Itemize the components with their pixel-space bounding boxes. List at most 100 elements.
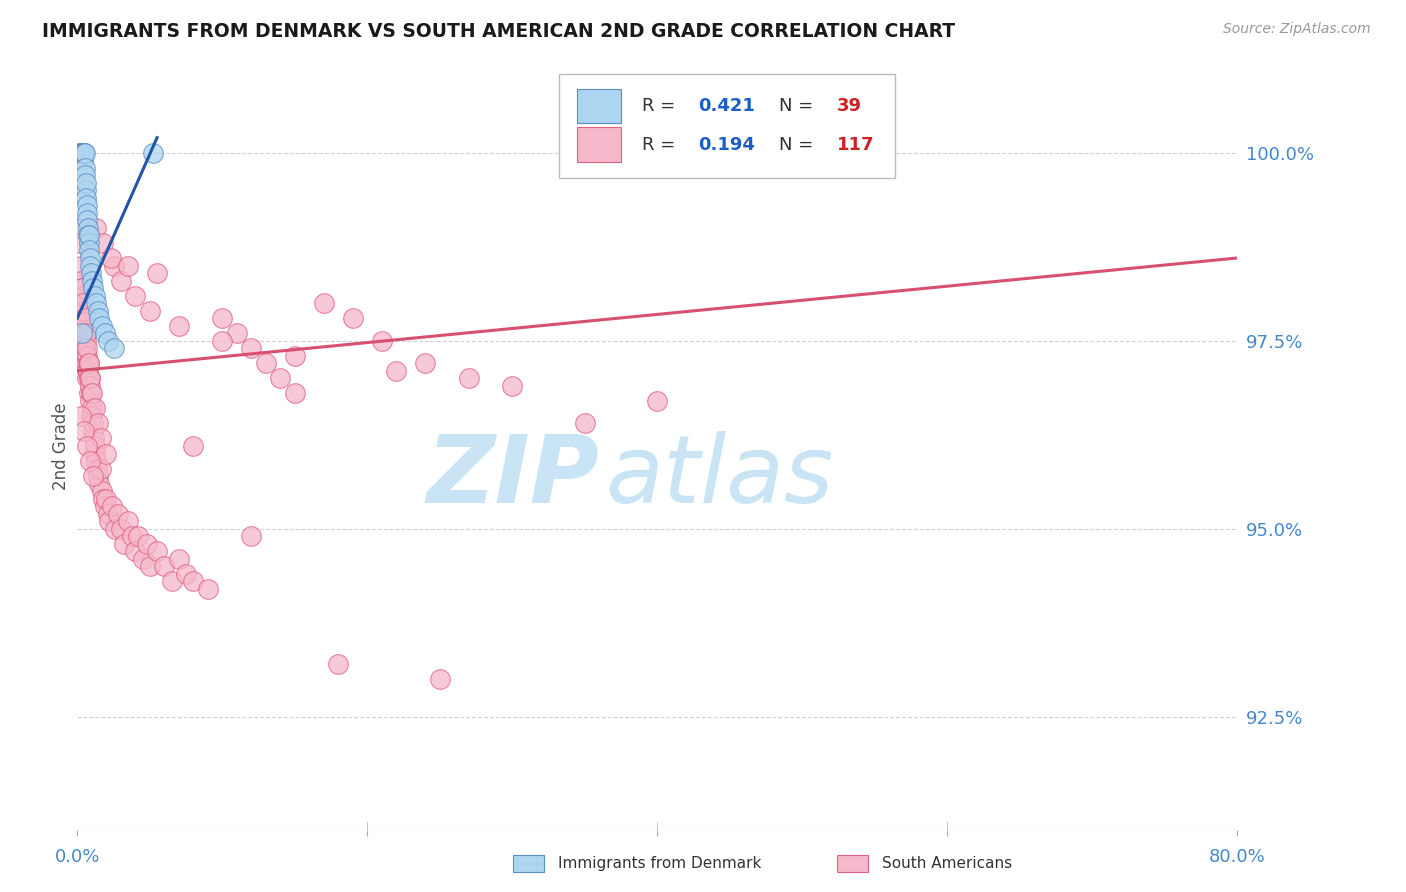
Point (76, 206, 98, 220)
Point (79, 379, 101, 393)
FancyBboxPatch shape (578, 128, 621, 161)
Point (69, 220, 91, 235)
Point (70, 281, 93, 295)
Point (75, 349, 97, 363)
Point (101, 499, 124, 513)
Point (75, 356, 97, 370)
Point (174, 566, 197, 581)
Point (77, 244, 100, 258)
Point (77, 364, 100, 378)
Point (93, 235, 115, 250)
Text: ZIP: ZIP (426, 431, 599, 523)
Point (79, 409, 101, 423)
Point (124, 288, 146, 302)
Point (77, 228, 100, 243)
Text: 0.194: 0.194 (697, 136, 755, 153)
Point (87, 311, 110, 326)
Point (457, 371, 479, 385)
Text: 39: 39 (837, 97, 862, 115)
Point (79, 371, 101, 385)
Point (90, 432, 111, 446)
Point (72, 145, 94, 160)
Point (647, 393, 669, 408)
Point (77, 228, 100, 243)
Point (79, 454, 101, 468)
Point (131, 551, 153, 566)
Text: Immigrants from Denmark: Immigrants from Denmark (558, 856, 762, 871)
Point (269, 371, 291, 385)
Point (312, 296, 335, 310)
Point (197, 582, 219, 596)
Point (75, 183, 97, 197)
Point (240, 341, 263, 355)
Point (103, 341, 125, 355)
Point (84, 296, 107, 310)
Point (70, 145, 93, 160)
Point (76, 439, 98, 453)
Point (73, 145, 96, 160)
Point (72, 318, 94, 333)
Point (84, 439, 107, 453)
Point (79, 259, 101, 273)
Y-axis label: 2nd Grade: 2nd Grade (52, 402, 70, 490)
Point (104, 522, 127, 536)
Point (76, 371, 98, 385)
Point (328, 657, 350, 672)
Point (79, 393, 101, 408)
Point (73, 424, 96, 438)
Point (98, 514, 121, 528)
Point (76, 220, 98, 235)
Point (121, 529, 143, 543)
Point (80, 386, 103, 401)
Point (84, 454, 107, 468)
Point (70, 281, 93, 295)
Text: R =: R = (643, 97, 682, 115)
Point (135, 537, 157, 551)
Point (69, 145, 91, 160)
Point (76, 198, 98, 212)
Point (284, 386, 307, 401)
Point (225, 326, 247, 341)
Point (146, 266, 169, 280)
Point (77, 386, 100, 401)
Point (371, 334, 394, 348)
Point (76, 213, 98, 227)
Point (167, 318, 190, 333)
Point (70, 326, 93, 341)
Point (75, 191, 97, 205)
Point (76, 341, 98, 355)
Point (110, 274, 132, 288)
Point (342, 311, 364, 326)
Point (124, 544, 146, 558)
Point (284, 349, 307, 363)
Point (69, 259, 91, 273)
Point (501, 379, 523, 393)
Point (77, 235, 100, 250)
Point (84, 220, 107, 235)
Point (91, 484, 114, 499)
Point (97, 507, 120, 521)
Point (76, 364, 98, 378)
Point (112, 537, 135, 551)
Point (139, 559, 162, 574)
Point (86, 469, 108, 483)
Text: 0.421: 0.421 (697, 97, 755, 115)
Point (142, 145, 165, 160)
Point (574, 417, 596, 431)
Point (83, 446, 105, 460)
Point (117, 259, 139, 273)
Point (72, 296, 94, 310)
Point (70, 409, 93, 423)
Point (91, 318, 114, 333)
Point (72, 153, 94, 168)
Point (211, 334, 233, 348)
Point (90, 461, 111, 475)
Point (110, 522, 132, 536)
Point (80, 274, 103, 288)
Point (413, 356, 436, 370)
Point (70, 145, 93, 160)
Point (77, 356, 100, 370)
Point (429, 672, 451, 686)
Point (83, 401, 105, 416)
Point (146, 544, 169, 558)
